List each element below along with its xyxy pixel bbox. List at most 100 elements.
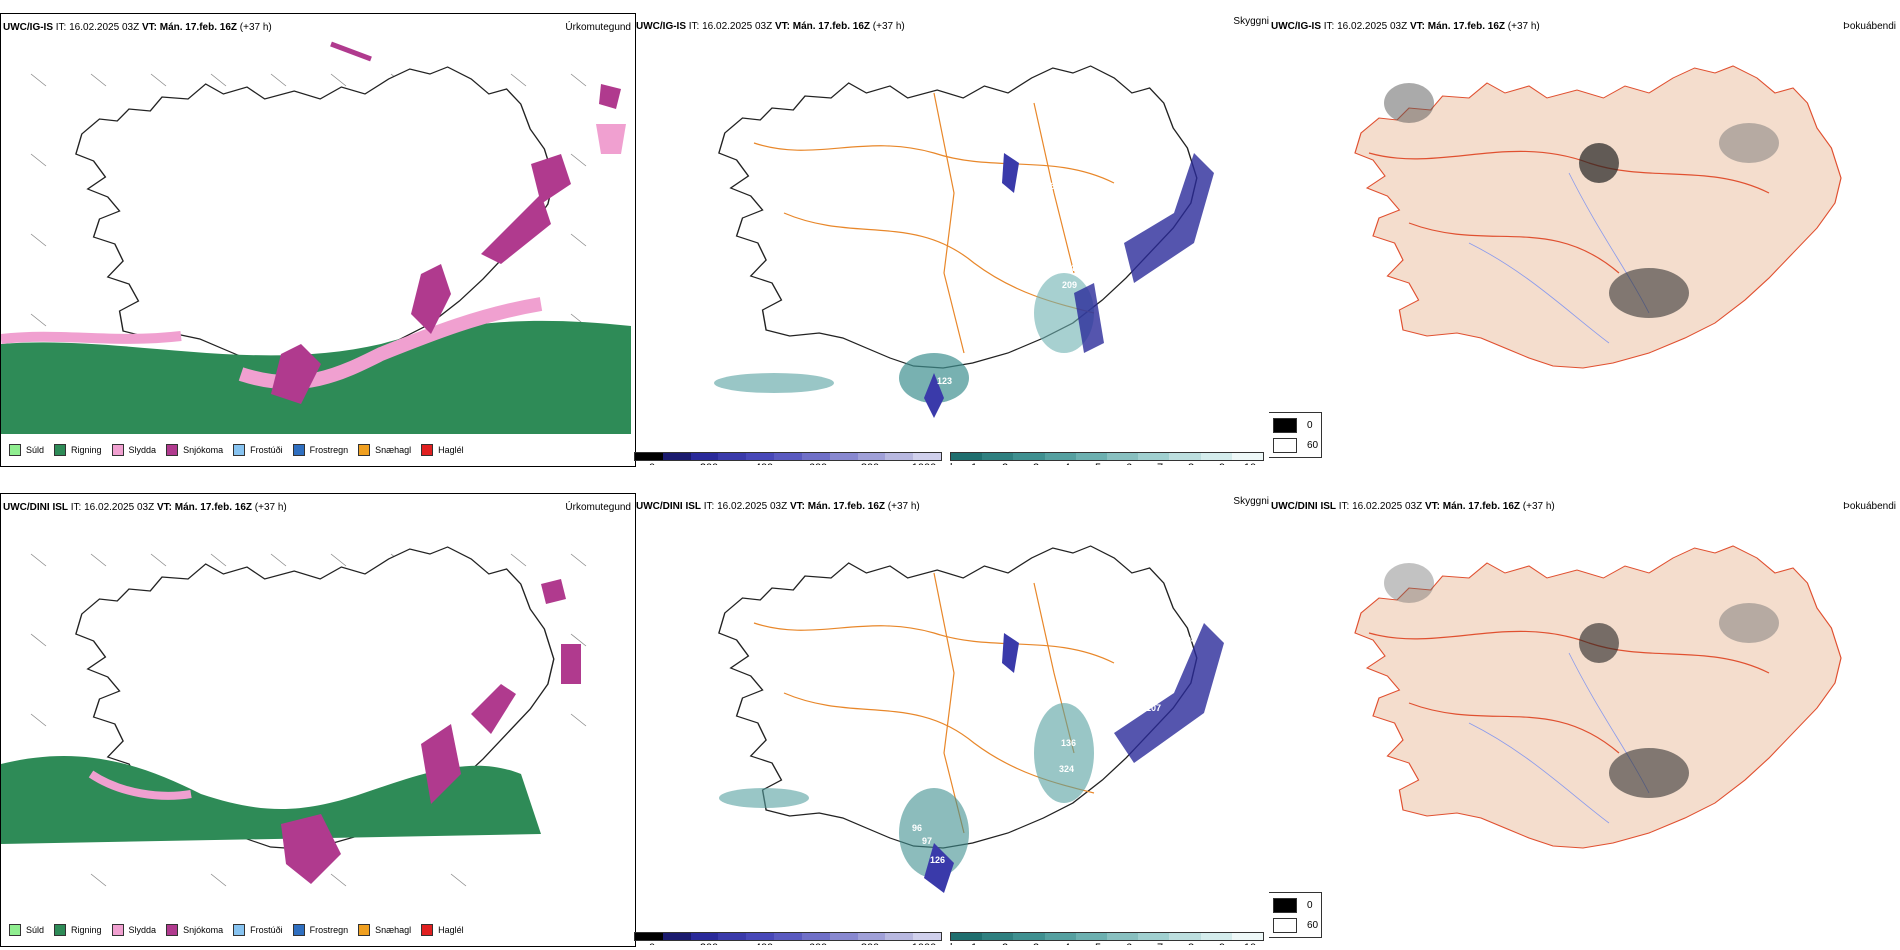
- legend-label: Snæhagl: [375, 925, 412, 935]
- legend-item: Snæhagl: [358, 444, 411, 456]
- scale-tick: 9: [1219, 942, 1225, 945]
- legend-swatch: [1273, 918, 1297, 933]
- legend-label: Rigning: [71, 925, 102, 935]
- legend-label: Frostúði: [250, 925, 283, 935]
- legend-label: Frostregn: [309, 925, 349, 935]
- legend-swatch: [1273, 418, 1297, 433]
- precip-legend-bottom: Súld Rigning Slydda Snjókoma Frostúði Fr…: [9, 924, 464, 936]
- ceiling-labels-bottom: 78 105 126 107 104 136 324 96 97 126 16: [634, 493, 1269, 913]
- ceiling-colorbar: [634, 932, 942, 941]
- ceiling-value-label: 324: [1059, 764, 1075, 774]
- scale-tick: 5: [1095, 942, 1101, 945]
- legend-label: Súld: [26, 445, 45, 455]
- legend-label: 0: [1307, 420, 1313, 431]
- legend-label: Súld: [26, 925, 45, 935]
- fog-legend-bottom: 0 60: [1269, 892, 1322, 938]
- panel-title: UWC/IG-IS IT: 16.02.2025 03Z VT: Mán. 17…: [1271, 21, 1540, 32]
- panel-title: UWC/DINI ISL IT: 16.02.2025 03Z VT: Mán.…: [636, 501, 920, 512]
- scale-tick: 1000: [912, 942, 936, 945]
- panel-title: UWC/DINI ISL IT: 16.02.2025 03Z VT: Mán.…: [3, 502, 287, 513]
- scale-tick: 5: [1095, 462, 1101, 465]
- legend-item: Rigning: [54, 444, 102, 456]
- legend-item: Súld: [9, 924, 44, 936]
- legend-swatch: [54, 444, 67, 456]
- legend-label: Snæhagl: [375, 445, 412, 455]
- legend-item: Rigning: [54, 924, 102, 936]
- precip-panel-bottom: UWC/DINI ISL IT: 16.02.2025 03Z VT: Mán.…: [0, 493, 636, 947]
- panel-type-label: Úrkomutegund: [565, 22, 631, 33]
- ceiling-colorbar: [634, 452, 942, 461]
- ceiling-value-label: 126: [1104, 708, 1120, 718]
- legend-swatch: [166, 924, 179, 936]
- legend-swatch: [292, 924, 305, 936]
- ceiling-scale-bottom: m 0 200 400 600 800 1000: [634, 932, 944, 945]
- ceiling-value-label: 96: [912, 823, 923, 833]
- fog-legend-item: 60: [1273, 438, 1318, 453]
- legend-item: Snjókoma: [166, 924, 223, 936]
- panel-title: UWC/IG-IS IT: 16.02.2025 03Z VT: Mán. 17…: [3, 22, 272, 33]
- fog-map-top: [1354, 65, 1842, 369]
- legend-swatch: [358, 924, 371, 936]
- legend-swatch: [233, 924, 246, 936]
- scale-tick: 6: [1126, 942, 1132, 945]
- legend-label: 0: [1307, 900, 1313, 911]
- scale-tick: 800: [861, 462, 879, 465]
- legend-label: Frostúði: [250, 445, 283, 455]
- fog-legend-top: 0 60: [1269, 412, 1322, 458]
- legend-label: Snjókoma: [183, 925, 224, 935]
- scale-tick: 1: [971, 462, 977, 465]
- scale-tick: 2: [1002, 942, 1008, 945]
- scale-tick: 200: [700, 462, 718, 465]
- panel-type-label: Skyggni: [1233, 16, 1269, 27]
- legend-swatch: [111, 444, 124, 456]
- legend-swatch: [9, 444, 21, 456]
- visibility-colorbar: [950, 932, 1264, 941]
- legend-swatch: [1273, 438, 1297, 453]
- precip-legend-top: Súld Rigning Slydda Snjókoma Frostúði Fr…: [9, 444, 464, 456]
- ceiling-value-label: 78: [1126, 691, 1137, 701]
- scale-tick: 800: [861, 942, 879, 945]
- legend-label: Frostregn: [309, 445, 349, 455]
- fog-panel-bottom: UWC/DINI ISL IT: 16.02.2025 03Z VT: Mán.…: [1269, 493, 1900, 945]
- legend-item: Slydda: [111, 924, 157, 936]
- fog-legend-item: 0: [1273, 898, 1313, 913]
- scale-unit: km: [950, 462, 965, 465]
- ceiling-value-label: 16: [1009, 141, 1020, 151]
- ceiling-value-label: 97: [922, 836, 933, 846]
- visibility-colorbar: [950, 452, 1264, 461]
- visibility-panel-bottom: UWC/DINI ISL IT: 16.02.2025 03Z VT: Mán.…: [634, 493, 1269, 945]
- fog-legend-item: 60: [1273, 918, 1318, 933]
- legend-swatch: [54, 924, 67, 936]
- scale-tick: 3: [1033, 462, 1039, 465]
- panel-title: UWC/DINI ISL IT: 16.02.2025 03Z VT: Mán.…: [1271, 501, 1555, 512]
- legend-label: Slydda: [128, 445, 157, 455]
- ceiling-scale-top: m 0 200 400 600 800 1000: [634, 452, 944, 465]
- scale-tick: 1: [971, 942, 977, 945]
- ceiling-value-label: 184: [1060, 263, 1076, 273]
- scale-tick: 600: [809, 462, 827, 465]
- ceiling-value-label: 73: [1124, 225, 1135, 235]
- ceiling-value-label: 209: [1062, 280, 1078, 290]
- scale-tick: 1000: [912, 462, 936, 465]
- scale-unit: km: [950, 942, 965, 945]
- legend-label: 60: [1307, 440, 1319, 451]
- legend-label: Rigning: [71, 445, 102, 455]
- legend-item: Snjókoma: [166, 444, 223, 456]
- legend-item: Snæhagl: [358, 924, 411, 936]
- legend-item: Slydda: [111, 444, 157, 456]
- scale-tick: 200: [700, 942, 718, 945]
- scale-tick: 2: [1002, 462, 1008, 465]
- legend-swatch: [9, 924, 21, 936]
- ceiling-value-label: 107: [1146, 703, 1162, 713]
- scale-tick: 0: [649, 942, 655, 945]
- scale-tick: 8: [1188, 942, 1194, 945]
- legend-label: Haglél: [438, 925, 464, 935]
- legend-item: Haglél: [421, 924, 464, 936]
- legend-item: Frostregn: [292, 924, 349, 936]
- legend-label: Slydda: [128, 925, 157, 935]
- legend-swatch: [1273, 898, 1297, 913]
- scale-tick: 3: [1033, 942, 1039, 945]
- precip-map-bottom: [1, 546, 587, 887]
- panel-type-label: Úrkomutegund: [565, 502, 631, 513]
- visibility-scale-top: km 1 2 3 4 5 6 7 8 9 10: [950, 452, 1266, 465]
